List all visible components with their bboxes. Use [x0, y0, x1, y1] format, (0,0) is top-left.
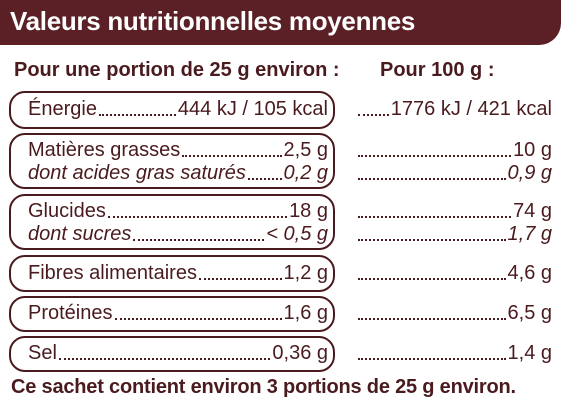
dot-leader: [107, 216, 288, 218]
row-fibre-per100: 4,6 g: [356, 259, 552, 285]
header-bar: Valeurs nutritionnelles moyennes: [0, 0, 561, 45]
group-box-carbs: [9, 194, 335, 250]
row-per100-value: 1,7 g: [507, 223, 552, 245]
dot-leader: [182, 155, 282, 157]
dot-leader: [358, 178, 506, 180]
group-box-protein: [9, 296, 335, 332]
row-label: Énergie: [28, 98, 97, 120]
row-energy-per100: 1776 kJ / 421 kcal: [356, 95, 552, 121]
row-label: Sel: [28, 342, 57, 364]
row-portion-value: 1,6 g: [283, 302, 328, 324]
row-energy-portion: Énergie 444 kJ / 105 kcal: [28, 95, 328, 121]
group-box-fat: [9, 133, 335, 189]
row-portion-value: 18 g: [289, 200, 328, 222]
group-box-energy: [9, 91, 335, 129]
row-fat-per100: 10 g: [356, 136, 552, 162]
row-portion-value: 0,36 g: [272, 342, 328, 364]
dot-leader: [247, 178, 282, 180]
row-salt-portion: Sel 0,36 g: [28, 339, 328, 365]
footer-note: Ce sachet contient environ 3 portions de…: [11, 376, 516, 398]
page-title: Valeurs nutritionnelles moyennes: [10, 6, 416, 36]
row-label: dont acides gras saturés: [28, 162, 246, 184]
dot-leader: [198, 278, 282, 280]
dot-leader: [358, 278, 506, 280]
dot-leader: [358, 318, 506, 320]
dot-leader: [114, 318, 282, 320]
row-label: dont sucres: [28, 223, 132, 245]
row-per100-value: 6,5 g: [507, 302, 552, 324]
row-fibre-portion: Fibres alimentaires 1,2 g: [28, 259, 328, 285]
row-label: Matières grasses: [28, 139, 181, 161]
row-label: Fibres alimentaires: [28, 262, 197, 284]
column-header-portion: Pour une portion de 25 g environ :: [14, 59, 340, 81]
dot-leader: [358, 239, 506, 241]
dot-leader: [358, 114, 389, 116]
row-sugars-per100: 1,7 g: [356, 220, 552, 246]
row-carbs-portion: Glucides 18 g: [28, 197, 328, 223]
dot-leader: [98, 114, 176, 116]
dot-leader: [358, 358, 506, 360]
column-header-per100: Pour 100 g :: [380, 59, 495, 81]
row-sugars-portion: dont sucres < 0,5 g: [28, 220, 328, 246]
row-label: Protéines: [28, 302, 113, 324]
row-salt-per100: 1,4 g: [356, 339, 552, 365]
row-saturated-fat-per100: 0,9 g: [356, 159, 552, 185]
row-fat-portion: Matières grasses 2,5 g: [28, 136, 328, 162]
row-protein-per100: 6,5 g: [356, 299, 552, 325]
row-per100-value: 4,6 g: [507, 262, 552, 284]
dot-leader: [133, 239, 265, 241]
row-per100-value: 0,9 g: [507, 162, 552, 184]
row-per100-value: 10 g: [513, 139, 552, 161]
row-portion-value: 444 kJ / 105 kcal: [177, 98, 328, 120]
row-per100-value: 74 g: [513, 200, 552, 222]
row-per100-value: 1,4 g: [507, 342, 552, 364]
row-per100-value: 1776 kJ / 421 kcal: [390, 98, 552, 120]
dot-leader: [358, 216, 512, 218]
row-portion-value: 2,5 g: [283, 139, 328, 161]
row-protein-portion: Protéines 1,6 g: [28, 299, 328, 325]
dot-leader: [58, 358, 271, 360]
group-box-salt: [9, 336, 335, 372]
group-box-fibre: [9, 255, 335, 292]
row-portion-value: 0,2 g: [283, 162, 328, 184]
row-portion-value: 1,2 g: [283, 262, 328, 284]
row-carbs-per100: 74 g: [356, 197, 552, 223]
row-portion-value: < 0,5 g: [266, 223, 328, 245]
dot-leader: [358, 155, 512, 157]
row-label: Glucides: [28, 200, 106, 222]
row-saturated-fat-portion: dont acides gras saturés 0,2 g: [28, 159, 328, 185]
